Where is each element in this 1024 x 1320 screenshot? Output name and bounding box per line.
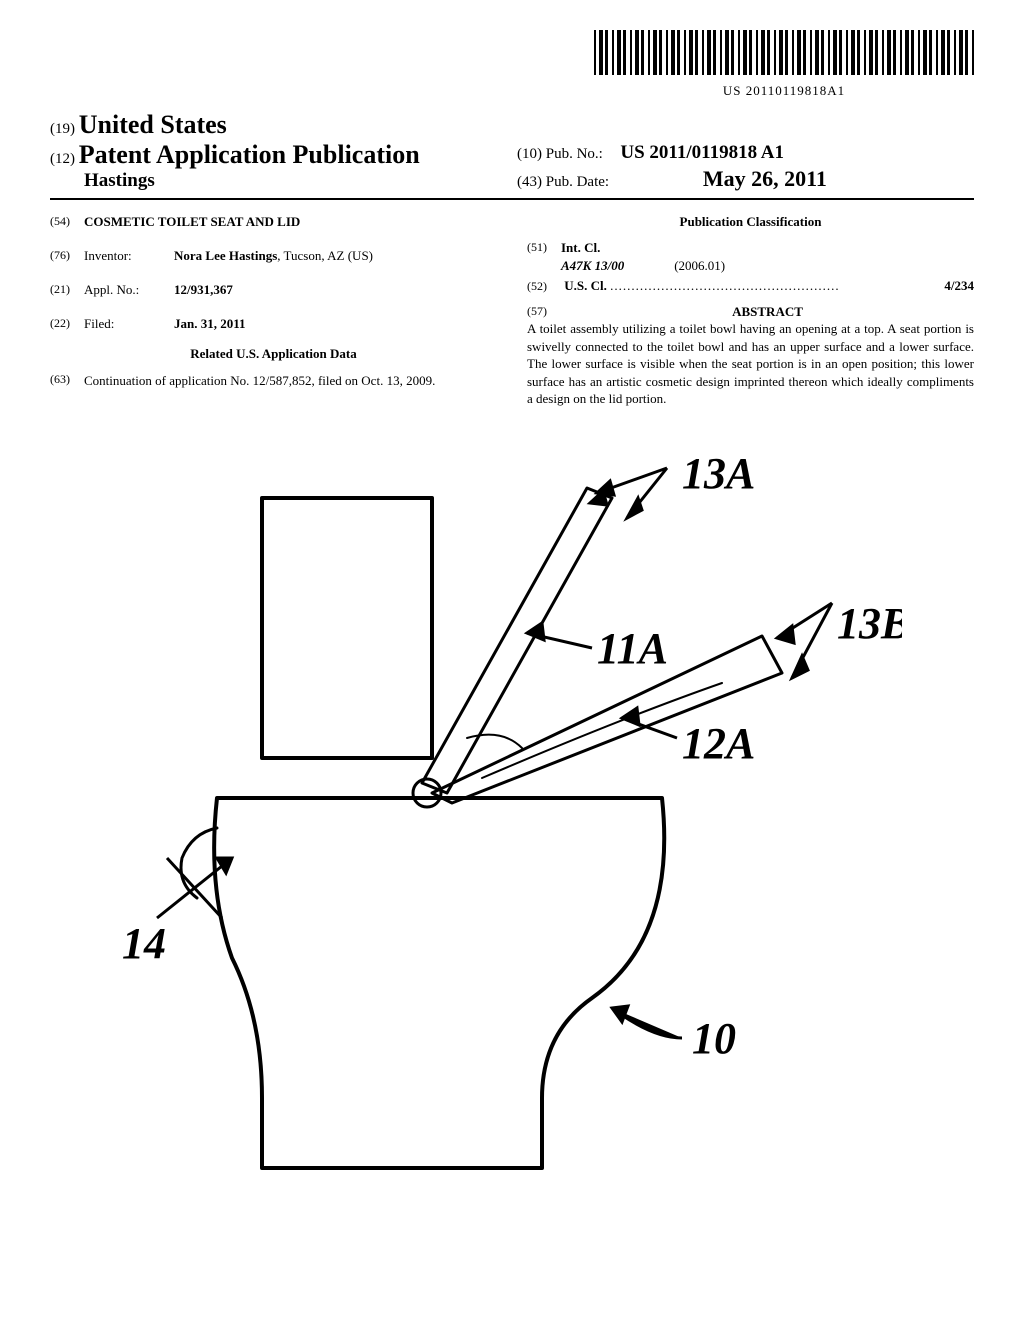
- inventor-value: Nora Lee Hastings, Tucson, AZ (US): [174, 248, 373, 264]
- country-name: United States: [79, 110, 227, 139]
- callout-12A-label: 12A: [682, 719, 755, 768]
- intcl-block: (51) Int. Cl. A47K 13/00 (2006.01): [527, 240, 974, 274]
- inventor-label: Inventor:: [84, 248, 174, 264]
- callout-10-label: 10: [692, 1014, 736, 1063]
- pub-date-value: May 26, 2011: [703, 166, 827, 191]
- abstract-code: (57): [527, 304, 561, 320]
- callout-13A: [590, 468, 667, 518]
- inventor-name: Nora Lee Hastings: [174, 248, 277, 263]
- barcode-graphic: [594, 30, 974, 75]
- pub-num-label: Pub. No.:: [546, 146, 603, 162]
- callout-11A: [527, 623, 592, 648]
- header-right: (10) Pub. No.: US 2011/0119818 A1 (43) P…: [507, 142, 974, 192]
- uscl-value: 4/234: [944, 278, 974, 294]
- barcode-text: US 20110119818A1: [594, 83, 974, 99]
- intcl-value-row: A47K 13/00 (2006.01): [527, 258, 974, 274]
- tank-shape: [262, 498, 432, 758]
- uscl-dots: ........................................…: [610, 278, 840, 293]
- appl-code: (21): [50, 282, 84, 298]
- callout-13B-label: 13B: [837, 599, 902, 648]
- uscl-row: (52) U.S. Cl. ..........................…: [527, 278, 974, 294]
- inventor-code: (76): [50, 248, 84, 264]
- title-row: (54) COSMETIC TOILET SEAT AND LID: [50, 214, 497, 230]
- patent-figure: 13A 11A 13B 12A 14: [50, 438, 974, 1183]
- bowl-shape: [214, 798, 664, 1168]
- filed-row: (22) Filed: Jan. 31, 2011: [50, 316, 497, 332]
- intcl-code: (51): [527, 240, 561, 256]
- callout-13A-label: 13A: [682, 449, 755, 498]
- callout-13B: [777, 603, 832, 678]
- barcode-region: US 20110119818A1: [50, 30, 974, 100]
- country-code: (19): [50, 121, 75, 137]
- intcl-label: Int. Cl.: [561, 240, 600, 256]
- country-line: (19) United States: [50, 110, 507, 140]
- cont-code: (63): [50, 372, 84, 390]
- abstract-heading: ABSTRACT: [561, 304, 974, 320]
- appl-label: Appl. No.:: [84, 282, 174, 298]
- intcl-row: (51) Int. Cl.: [527, 240, 974, 256]
- pub-type: Patent Application Publication: [79, 140, 420, 169]
- continuation-row: (63) Continuation of application No. 12/…: [50, 372, 497, 390]
- hinge-circle: [413, 779, 441, 807]
- filed-date: Jan. 31, 2011: [174, 316, 246, 332]
- intcl-value: A47K 13/00: [561, 258, 624, 274]
- related-heading: Related U.S. Application Data: [50, 346, 497, 362]
- header: (19) United States (12) Patent Applicati…: [50, 110, 974, 200]
- callout-14-label: 14: [122, 919, 166, 968]
- pub-date-line: (43) Pub. Date: May 26, 2011: [517, 166, 974, 192]
- left-column: (54) COSMETIC TOILET SEAT AND LID (76) I…: [50, 214, 497, 408]
- pub-type-line: (12) Patent Application Publication: [50, 140, 507, 170]
- pub-num-value: US 2011/0119818 A1: [620, 142, 784, 163]
- appl-no: 12/931,367: [174, 282, 233, 298]
- cont-text: Continuation of application No. 12/587,8…: [84, 372, 435, 390]
- pub-num-line: (10) Pub. No.: US 2011/0119818 A1: [517, 142, 974, 164]
- inventor-loc: , Tucson, AZ (US): [277, 248, 373, 263]
- callout-11A-label: 11A: [597, 624, 668, 673]
- toilet-figure-svg: 13A 11A 13B 12A 14: [122, 438, 902, 1178]
- title-code: (54): [50, 214, 84, 230]
- inventor-row: (76) Inventor: Nora Lee Hastings, Tucson…: [50, 248, 497, 264]
- right-column: Publication Classification (51) Int. Cl.…: [527, 214, 974, 408]
- body-columns: (54) COSMETIC TOILET SEAT AND LID (76) I…: [50, 214, 974, 408]
- pub-num-code: (10): [517, 146, 542, 162]
- pub-date-label: Pub. Date:: [546, 174, 609, 190]
- header-left: (19) United States (12) Patent Applicati…: [50, 110, 507, 192]
- author-name: Hastings: [50, 170, 507, 192]
- abstract-label-row: (57) ABSTRACT: [527, 304, 974, 320]
- abstract-text: A toilet assembly utilizing a toilet bow…: [527, 320, 974, 408]
- flush-handle: [181, 828, 217, 898]
- pub-type-code: (12): [50, 151, 75, 167]
- uscl-code: (52): [527, 279, 561, 294]
- classification-heading: Publication Classification: [527, 214, 974, 230]
- lid-shape: [422, 488, 612, 793]
- pub-date-code: (43): [517, 174, 542, 190]
- intcl-year: (2006.01): [674, 258, 725, 274]
- filed-code: (22): [50, 316, 84, 332]
- invention-title: COSMETIC TOILET SEAT AND LID: [84, 214, 300, 230]
- uscl-label: U.S. Cl.: [564, 278, 607, 293]
- appl-row: (21) Appl. No.: 12/931,367: [50, 282, 497, 298]
- callout-10: [612, 1006, 682, 1038]
- filed-label: Filed:: [84, 316, 174, 332]
